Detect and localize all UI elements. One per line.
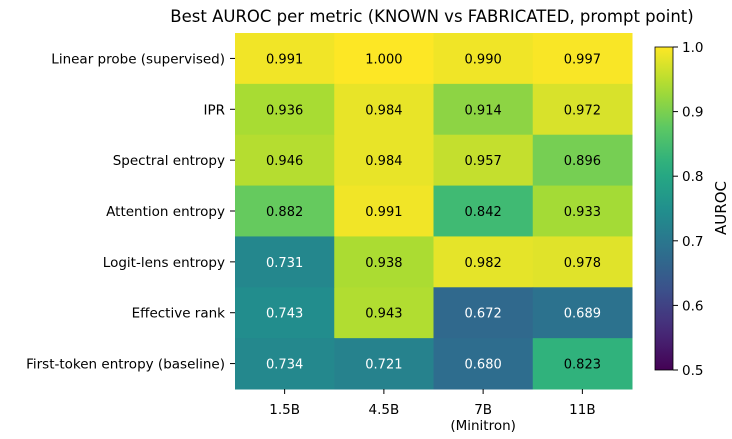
heatmap-cell <box>532 33 633 85</box>
cell-value-label: 0.991 <box>365 205 402 220</box>
y-tick-label: First-token entropy (baseline) <box>26 357 225 373</box>
cell-value-label: 0.882 <box>266 205 303 220</box>
heatmap-cell <box>334 185 434 237</box>
heatmap-cell <box>235 134 335 187</box>
heatmap-cell <box>334 33 434 85</box>
cell-value-label: 0.990 <box>465 52 502 67</box>
cell-value-label: 0.946 <box>266 154 303 169</box>
cell-value-label: 0.896 <box>564 154 601 169</box>
heatmap-cell <box>532 287 633 339</box>
x-tick-label: 11B <box>569 402 595 418</box>
cell-value-label: 0.978 <box>564 256 601 271</box>
x-tick-label: 1.5B <box>269 402 300 418</box>
cell-value-label: 0.689 <box>564 307 601 322</box>
heatmap-cell <box>433 287 534 339</box>
chart-title: Best AUROC per metric (KNOWN vs FABRICAT… <box>170 7 693 26</box>
colorbar-tick-label: 0.6 <box>682 298 703 314</box>
cell-value-label: 0.672 <box>465 307 502 322</box>
heatmap-cell <box>532 83 633 136</box>
heatmap-cell <box>532 338 633 390</box>
heatmap-cell <box>433 134 534 187</box>
heatmap-cell <box>334 287 434 339</box>
colorbar-label: AUROC <box>712 181 730 235</box>
cell-value-label: 0.933 <box>564 205 601 220</box>
x-tick-label: 7B (Minitron) <box>450 402 516 434</box>
y-tick-label: Spectral entropy <box>113 153 225 169</box>
heatmap-cell <box>235 236 335 288</box>
cell-value-label: 0.842 <box>465 205 502 220</box>
heatmap-cell <box>235 83 335 136</box>
cell-value-label: 0.743 <box>266 307 303 322</box>
colorbar-tick-label: 0.5 <box>682 363 703 379</box>
cell-value-label: 1.000 <box>365 52 402 67</box>
colorbar-tick-label: 0.7 <box>682 234 703 250</box>
cell-value-label: 0.914 <box>465 103 502 118</box>
y-tick-label: IPR <box>203 102 225 118</box>
colorbar-tick-label: 0.8 <box>682 169 703 185</box>
cell-value-label: 0.984 <box>365 103 402 118</box>
cell-value-label: 0.731 <box>266 256 303 271</box>
colorbar-gradient <box>654 46 674 371</box>
y-axis-labels: Linear probe (supervised) IPR Spectral ent… <box>26 51 235 373</box>
heatmap-cell <box>433 33 534 85</box>
colorbar-tick-label: 1.0 <box>682 40 703 56</box>
heatmap-cell <box>532 236 633 288</box>
heatmap-cell <box>235 185 335 237</box>
cell-value-label: 0.936 <box>266 103 303 118</box>
heatmap-cell <box>235 287 335 339</box>
y-tick-label: Logit-lens entropy <box>103 255 225 271</box>
cell-value-label: 0.938 <box>365 256 402 271</box>
cell-value-label: 0.943 <box>365 307 402 322</box>
cell-value-label: 0.991 <box>266 52 303 67</box>
cell-value-label: 0.721 <box>365 358 402 373</box>
cell-value-label: 0.997 <box>564 52 601 67</box>
heatmap-cell <box>235 338 335 390</box>
cell-value-label: 0.972 <box>564 103 601 118</box>
heatmap-cell <box>532 134 633 187</box>
heatmap-cell <box>433 338 534 390</box>
heatmap-cell <box>532 185 633 237</box>
cell-value-label: 0.734 <box>266 358 303 373</box>
cell-value-label: 0.680 <box>465 358 502 373</box>
heatmap-cell <box>235 33 335 85</box>
cell-value-label: 0.823 <box>564 358 601 373</box>
heatmap-cell <box>334 83 434 136</box>
y-tick-label: Linear probe (supervised) <box>51 51 225 67</box>
heatmap-cell <box>334 134 434 187</box>
heatmap-cells: 0.991 1.000 0.990 0.997 0.936 0.984 0.914 0.972… <box>235 33 633 390</box>
heatmap-cell <box>334 338 434 390</box>
cell-value-label: 0.982 <box>465 256 502 271</box>
y-tick-label: Attention entropy <box>106 204 225 220</box>
x-axis-labels: 1.5B 4.5B 7B (Minitron) 11B <box>269 389 596 434</box>
x-tick-label: 4.5B <box>369 402 400 418</box>
heatmap-cell <box>433 83 534 136</box>
colorbar-tick-label: 0.9 <box>682 105 703 121</box>
y-tick-label: Effective rank <box>132 306 226 322</box>
cell-value-label: 0.984 <box>365 154 402 169</box>
heatmap-cell <box>334 236 434 288</box>
heatmap-cell <box>433 236 534 288</box>
cell-value-label: 0.957 <box>465 154 502 169</box>
colorbar: 0.5 0.6 0.7 0.8 0.9 1.0 <box>654 40 703 379</box>
heatmap-cell <box>433 185 534 237</box>
